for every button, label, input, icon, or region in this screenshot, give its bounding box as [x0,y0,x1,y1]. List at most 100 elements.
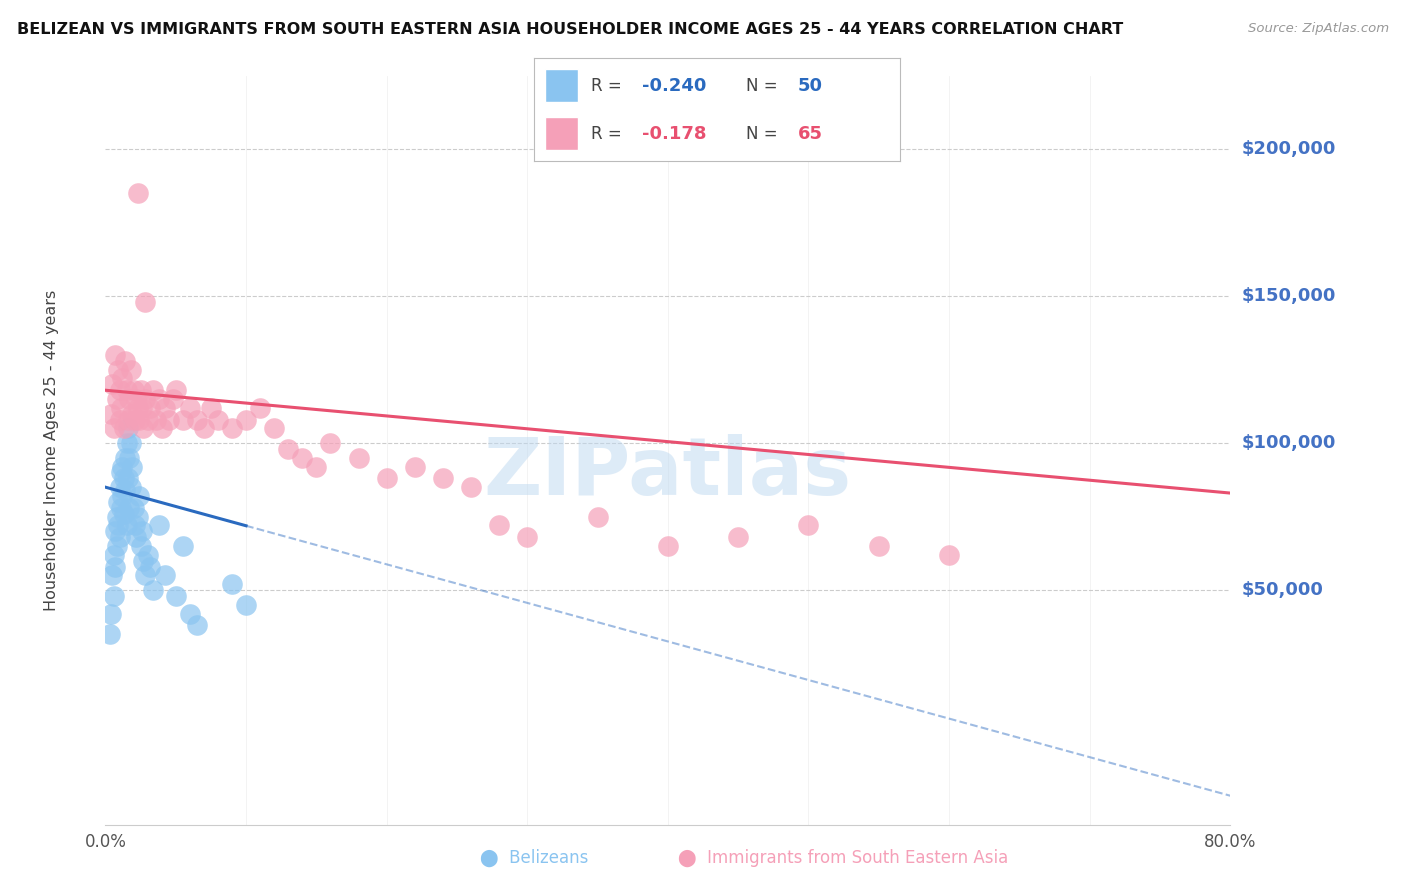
Point [112,471,135,485]
Point [305,459,328,474]
Point [145,412,167,426]
Point [347,450,370,465]
Point [132,554,155,568]
Point [115,436,138,450]
Point [105,539,128,553]
Point [108,530,131,544]
Point [104,559,127,574]
Point [235,412,257,426]
Point [112,507,135,521]
Point [118,450,141,465]
Point [186,618,208,632]
Point [112,421,135,435]
Point [516,530,538,544]
Point [120,436,142,450]
Point [249,401,271,415]
Point [128,489,150,503]
Text: -0.240: -0.240 [643,77,706,95]
Point [179,401,201,415]
Point [127,186,149,201]
Point [938,548,960,562]
Point [129,383,152,397]
Point [104,348,127,362]
Point [98,627,121,641]
Point [488,518,510,533]
Text: N =: N = [747,77,778,95]
Point [868,539,890,553]
Point [186,412,208,426]
Point [148,518,170,533]
Point [134,392,156,406]
Point [115,518,138,533]
Point [221,577,243,591]
Point [107,518,129,533]
Point [136,548,159,562]
Point [120,362,142,376]
Text: 65: 65 [797,125,823,143]
Point [124,518,146,533]
Point [142,383,165,397]
Point [103,548,125,562]
Point [127,401,149,415]
Point [117,412,139,426]
Point [165,383,187,397]
Point [108,412,131,426]
Point [121,459,143,474]
Text: ZIPatlas: ZIPatlas [484,434,852,512]
Point [110,466,132,480]
Point [120,480,142,494]
Point [111,489,134,503]
Point [319,436,342,450]
Point [136,412,159,426]
Point [122,500,145,515]
Point [797,518,820,533]
Text: -0.178: -0.178 [643,125,707,143]
Point [134,568,156,582]
Point [105,392,128,406]
Point [150,421,173,435]
FancyBboxPatch shape [546,118,578,150]
Text: 50: 50 [797,77,823,95]
Point [110,401,132,415]
Point [134,295,156,310]
Point [114,450,136,465]
Point [118,392,141,406]
Point [172,412,194,426]
Point [291,450,314,465]
Point [657,539,679,553]
Point [148,392,170,406]
Point [118,500,141,515]
Point [117,421,139,435]
Point [107,362,129,376]
Point [375,471,398,485]
Point [114,483,136,497]
Point [100,407,122,421]
Point [105,509,128,524]
Text: R =: R = [591,125,621,143]
Point [121,407,143,421]
Point [139,559,162,574]
Point [404,459,426,474]
Point [131,524,153,539]
Text: Householder Income Ages 25 - 44 years: Householder Income Ages 25 - 44 years [44,290,59,611]
Point [111,371,134,385]
Point [124,412,146,426]
Point [200,401,222,415]
Point [277,442,299,456]
Text: $50,000: $50,000 [1241,581,1323,599]
Point [131,401,153,415]
Point [157,412,180,426]
Text: ⬤  Immigrants from South Eastern Asia: ⬤ Immigrants from South Eastern Asia [679,849,1008,867]
Point [139,401,162,415]
Point [100,607,122,621]
Text: BELIZEAN VS IMMIGRANTS FROM SOUTH EASTERN ASIA HOUSEHOLDER INCOME AGES 25 - 44 Y: BELIZEAN VS IMMIGRANTS FROM SOUTH EASTER… [17,22,1123,37]
Point [115,383,138,397]
Point [104,524,127,539]
Point [235,598,257,612]
Text: N =: N = [747,125,778,143]
Point [162,392,184,406]
Point [125,392,148,406]
Point [122,383,145,397]
Point [432,471,454,485]
Point [207,412,229,426]
